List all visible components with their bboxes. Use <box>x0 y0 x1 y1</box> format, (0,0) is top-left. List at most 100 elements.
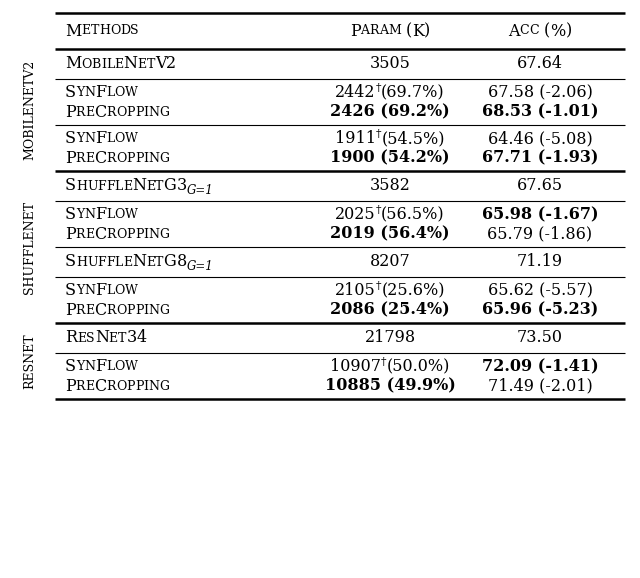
Text: †: † <box>376 129 381 139</box>
Text: E: E <box>123 255 132 269</box>
Text: S: S <box>65 206 76 223</box>
Text: G=1: G=1 <box>187 183 213 197</box>
Text: E: E <box>85 380 94 392</box>
Text: P: P <box>127 151 135 165</box>
Text: L: L <box>106 57 115 71</box>
Text: O: O <box>115 284 125 297</box>
Text: 3: 3 <box>126 329 136 346</box>
Text: P: P <box>135 303 143 317</box>
Text: R: R <box>76 228 85 240</box>
Text: O: O <box>115 360 125 373</box>
Text: 67.71 (-1.93): 67.71 (-1.93) <box>482 150 598 166</box>
Text: I: I <box>101 57 106 71</box>
Text: E: E <box>115 57 124 71</box>
Text: (69.7%): (69.7%) <box>381 84 445 101</box>
Text: 65.79 (-1.86): 65.79 (-1.86) <box>488 225 593 243</box>
Text: R: R <box>76 303 85 317</box>
Text: (: ( <box>544 23 550 39</box>
Text: F: F <box>95 206 106 223</box>
Text: P: P <box>127 303 135 317</box>
Text: 2025: 2025 <box>335 206 376 223</box>
Text: R: R <box>107 228 116 240</box>
Text: O: O <box>115 132 125 145</box>
Text: C: C <box>94 377 107 395</box>
Text: †: † <box>376 281 381 291</box>
Text: S: S <box>65 254 76 271</box>
Text: Y: Y <box>76 360 84 373</box>
Text: L: L <box>106 360 115 373</box>
Text: M: M <box>388 24 401 38</box>
Text: P: P <box>65 103 76 121</box>
Text: 68.53 (-1.01): 68.53 (-1.01) <box>482 103 598 121</box>
Text: W: W <box>125 284 138 297</box>
Text: S: S <box>86 332 95 344</box>
Text: E: E <box>77 332 86 344</box>
Text: MOBILENETV2: MOBILENETV2 <box>24 60 36 160</box>
Text: W: W <box>125 132 138 145</box>
Text: ): ) <box>566 23 572 39</box>
Text: †: † <box>376 205 381 215</box>
Text: 2: 2 <box>166 55 177 72</box>
Text: 8: 8 <box>177 254 187 271</box>
Text: P: P <box>135 106 143 118</box>
Text: O: O <box>116 303 127 317</box>
Text: I: I <box>143 106 148 118</box>
Text: 1900 (54.2%): 1900 (54.2%) <box>330 150 450 166</box>
Text: 3505: 3505 <box>369 55 410 72</box>
Text: O: O <box>115 86 125 99</box>
Text: C: C <box>94 150 107 166</box>
Text: U: U <box>87 255 97 269</box>
Text: N: N <box>124 55 138 72</box>
Text: A: A <box>360 24 369 38</box>
Text: P: P <box>135 380 143 392</box>
Text: R: R <box>369 24 379 38</box>
Text: B: B <box>92 57 101 71</box>
Text: 67.65: 67.65 <box>517 177 563 195</box>
Text: P: P <box>65 225 76 243</box>
Text: R: R <box>65 329 77 346</box>
Text: N: N <box>148 151 159 165</box>
Text: F: F <box>106 180 115 192</box>
Text: R: R <box>76 151 85 165</box>
Text: 3582: 3582 <box>369 177 410 195</box>
Text: (: ( <box>406 23 412 39</box>
Text: N: N <box>132 254 146 271</box>
Text: L: L <box>106 284 115 297</box>
Text: H: H <box>76 180 87 192</box>
Text: I: I <box>143 151 148 165</box>
Text: O: O <box>110 24 120 38</box>
Text: P: P <box>65 150 76 166</box>
Text: E: E <box>138 57 147 71</box>
Text: 2105: 2105 <box>335 282 376 299</box>
Text: %: % <box>550 23 566 39</box>
Text: Y: Y <box>76 86 84 99</box>
Text: S: S <box>65 282 76 299</box>
Text: L: L <box>106 132 115 145</box>
Text: P: P <box>127 106 135 118</box>
Text: O: O <box>116 228 127 240</box>
Text: N: N <box>84 132 95 145</box>
Text: C: C <box>94 103 107 121</box>
Text: N: N <box>132 177 146 195</box>
Text: 73.50: 73.50 <box>517 329 563 346</box>
Text: G: G <box>164 254 177 271</box>
Text: †: † <box>381 357 387 367</box>
Text: L: L <box>115 180 123 192</box>
Text: E: E <box>109 332 118 344</box>
Text: K: K <box>412 23 424 39</box>
Text: R: R <box>107 380 116 392</box>
Text: 67.58 (-2.06): 67.58 (-2.06) <box>488 84 593 101</box>
Text: R: R <box>107 106 116 118</box>
Text: L: L <box>115 255 123 269</box>
Text: T: T <box>156 180 164 192</box>
Text: O: O <box>116 106 127 118</box>
Text: O: O <box>116 151 127 165</box>
Text: N: N <box>84 86 95 99</box>
Text: T: T <box>156 255 164 269</box>
Text: E: E <box>85 228 94 240</box>
Text: M: M <box>65 55 81 72</box>
Text: †: † <box>376 83 381 93</box>
Text: C: C <box>94 225 107 243</box>
Text: 3: 3 <box>177 177 187 195</box>
Text: P: P <box>65 377 76 395</box>
